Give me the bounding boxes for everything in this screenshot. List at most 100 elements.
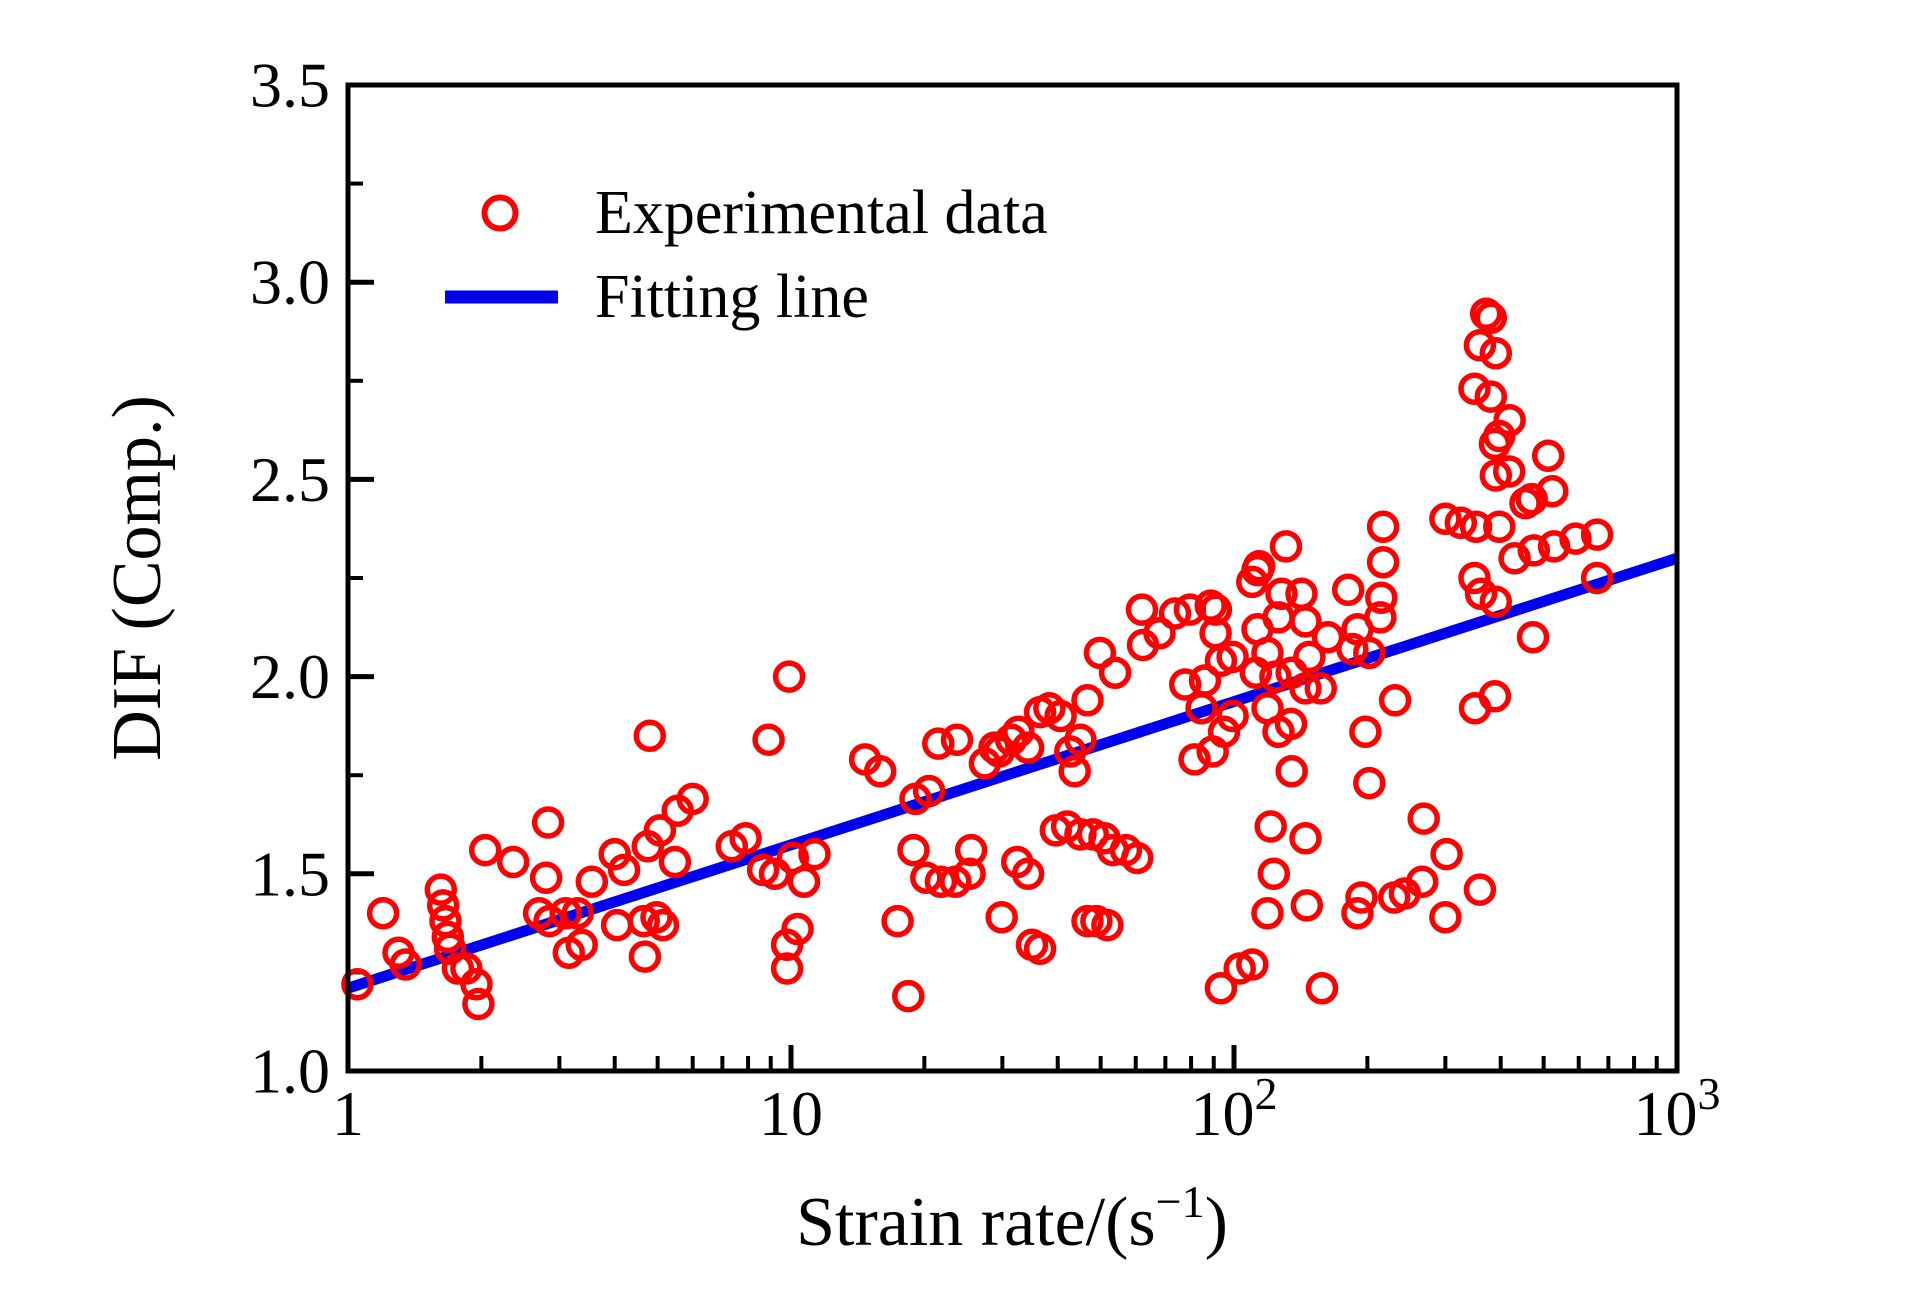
data-point xyxy=(1474,380,1508,413)
data-point xyxy=(1275,656,1308,689)
x-axis-title-base: Strain rate/(s xyxy=(796,1184,1156,1261)
data-point xyxy=(1444,506,1478,540)
data-point xyxy=(1559,522,1592,555)
data-point xyxy=(1353,636,1386,670)
data-point xyxy=(770,952,804,985)
data-point xyxy=(1254,810,1287,843)
data-point xyxy=(1265,577,1298,611)
data-point xyxy=(1121,841,1154,875)
data-point xyxy=(600,908,634,942)
data-point xyxy=(1580,561,1614,595)
data-point xyxy=(341,967,374,1001)
data-point xyxy=(758,857,792,891)
data-point xyxy=(1257,857,1291,891)
data-point xyxy=(533,904,566,938)
data-point xyxy=(1083,636,1117,670)
fitting-line xyxy=(346,553,1679,994)
data-point xyxy=(549,896,582,930)
data-point xyxy=(433,932,467,965)
data-point xyxy=(468,833,502,867)
data-point xyxy=(1293,640,1326,674)
data-point xyxy=(1241,553,1274,587)
data-point xyxy=(1469,297,1503,331)
plot-frame xyxy=(345,82,1680,1074)
data-point xyxy=(1216,640,1249,674)
data-point xyxy=(985,900,1018,934)
data-point xyxy=(1275,755,1308,788)
data-point xyxy=(633,719,667,753)
data-point xyxy=(1011,731,1045,764)
data-point xyxy=(1058,755,1091,788)
data-point xyxy=(752,723,785,756)
data-point xyxy=(1479,585,1513,618)
data-point xyxy=(1345,881,1378,914)
data-point xyxy=(1239,656,1273,689)
data-point xyxy=(1259,660,1292,693)
fitting-line-segment xyxy=(346,553,1679,994)
data-point xyxy=(1236,948,1269,981)
data-point xyxy=(1289,822,1322,855)
data-point xyxy=(1188,664,1222,697)
data-point xyxy=(1168,668,1202,701)
data-point xyxy=(1378,684,1412,717)
data-point xyxy=(1479,336,1513,370)
data-point xyxy=(1509,486,1542,520)
y-tick-label: 1.5 xyxy=(250,838,330,909)
data-point xyxy=(658,845,692,879)
data-point xyxy=(628,940,662,973)
data-point xyxy=(462,987,495,1021)
data-point xyxy=(676,782,709,816)
data-point xyxy=(1178,743,1211,776)
data-point xyxy=(1349,715,1382,749)
data-point xyxy=(1125,593,1159,626)
data-point xyxy=(643,814,677,847)
data-point xyxy=(1478,427,1512,461)
data-point xyxy=(978,731,1011,764)
data-point xyxy=(912,774,946,808)
data-point xyxy=(1274,707,1308,741)
data-point xyxy=(389,948,422,981)
y-tick-label: 3.5 xyxy=(250,50,330,121)
data-point xyxy=(892,979,925,1013)
data-point xyxy=(1478,680,1512,713)
data-point xyxy=(798,837,831,871)
data-point xyxy=(1044,699,1077,733)
x-axis-title-end: ) xyxy=(1205,1184,1228,1261)
data-point xyxy=(1492,455,1526,488)
x-tick-label: 103 xyxy=(1634,1068,1721,1149)
data-point xyxy=(781,912,814,946)
data-point xyxy=(1341,896,1374,930)
data-point xyxy=(460,967,493,1001)
data-point xyxy=(598,837,631,871)
data-point xyxy=(1463,873,1497,906)
data-point xyxy=(1353,766,1386,800)
data-point xyxy=(1458,561,1491,595)
data-point xyxy=(1269,530,1303,563)
y-axis-title: DIF (Comp.) xyxy=(99,395,176,761)
data-point xyxy=(575,865,609,898)
legend-label-fitting-line: Fitting line xyxy=(595,263,869,331)
data-point xyxy=(1064,723,1097,756)
data-point xyxy=(772,660,806,693)
x-tick-label: 102 xyxy=(1191,1068,1278,1149)
y-tick-label: 2.5 xyxy=(250,444,330,515)
data-point xyxy=(1207,715,1241,749)
data-point xyxy=(729,822,762,855)
data-point xyxy=(1199,593,1233,626)
data-point xyxy=(1285,577,1318,611)
data-point xyxy=(1429,502,1462,536)
data-point xyxy=(881,904,914,938)
data-point xyxy=(994,723,1028,756)
data-point xyxy=(1479,459,1513,492)
y-tick-label: 1.0 xyxy=(250,1036,330,1107)
data-point xyxy=(565,928,598,962)
data-point xyxy=(1516,620,1550,654)
y-tick-label: 3.0 xyxy=(250,247,330,318)
data-point xyxy=(1336,632,1369,666)
data-point xyxy=(1365,581,1398,614)
data-point xyxy=(366,896,400,930)
data-point xyxy=(607,853,641,887)
data-point xyxy=(1098,656,1132,689)
data-point xyxy=(1474,301,1508,334)
